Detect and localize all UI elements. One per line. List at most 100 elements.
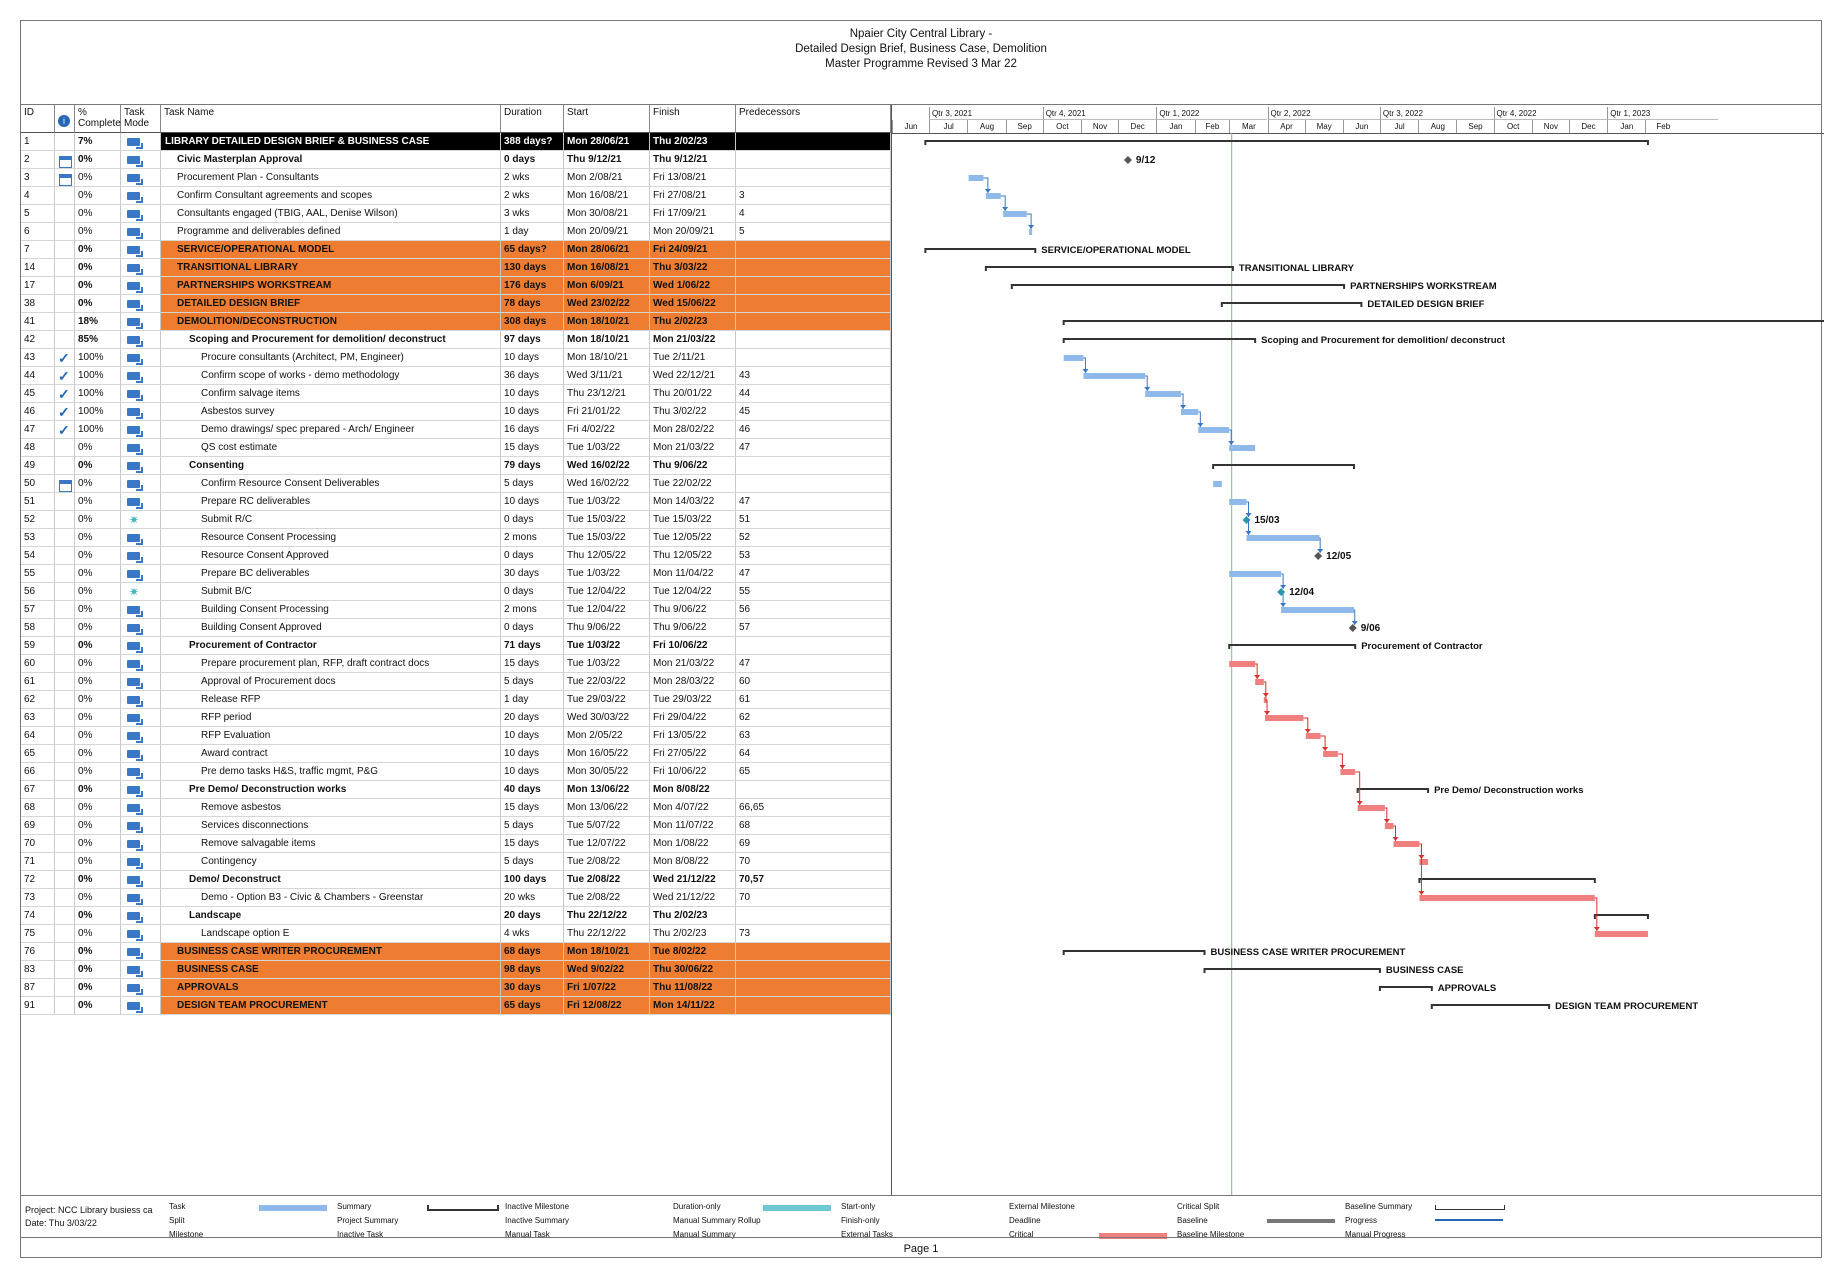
task-info[interactable] — [55, 799, 75, 817]
task-id[interactable]: 5 — [21, 205, 55, 223]
task-finish[interactable]: Wed 21/12/22 — [650, 889, 736, 907]
task-name[interactable]: SERVICE/OPERATIONAL MODEL — [161, 241, 501, 259]
col-header-mode[interactable]: Task Mode — [121, 105, 161, 133]
task-start[interactable]: Mon 20/09/21 — [564, 223, 650, 241]
task-row[interactable]: 83 0% BUSINESS CASE 98 days Wed 9/02/22 Thu 3… — [21, 961, 891, 979]
task-finish[interactable]: Mon 28/02/22 — [650, 421, 736, 439]
task-row[interactable]: 62 0% Release RFP 1 day Tue 29/03/22 Tue 29/0… — [21, 691, 891, 709]
task-mode[interactable] — [121, 925, 161, 943]
task-name[interactable]: Resource Consent Processing — [161, 529, 501, 547]
task-duration[interactable]: 388 days? — [501, 133, 564, 151]
task-predecessors[interactable]: 4 — [736, 205, 891, 223]
task-finish[interactable]: Thu 12/05/22 — [650, 547, 736, 565]
task-info[interactable] — [55, 871, 75, 889]
task-row[interactable]: 49 0% Consenting 79 days Wed 16/02/22 Thu 9/0… — [21, 457, 891, 475]
task-info[interactable] — [55, 655, 75, 673]
task-name[interactable]: Landscape option E — [161, 925, 501, 943]
task-info[interactable] — [55, 133, 75, 151]
task-info[interactable] — [55, 493, 75, 511]
task-start[interactable]: Mon 18/10/21 — [564, 331, 650, 349]
task-start[interactable]: Tue 1/03/22 — [564, 439, 650, 457]
task-predecessors[interactable] — [736, 637, 891, 655]
task-row[interactable]: 48 0% QS cost estimate 15 days Tue 1/03/22 Mo… — [21, 439, 891, 457]
task-name[interactable]: Confirm Resource Consent Deliverables — [161, 475, 501, 493]
task-info[interactable] — [55, 205, 75, 223]
task-info[interactable] — [55, 583, 75, 601]
task-name[interactable]: Submit B/C — [161, 583, 501, 601]
task-duration[interactable]: 3 wks — [501, 205, 564, 223]
task-row[interactable]: 75 0% Landscape option E 4 wks Thu 22/12/22 T… — [21, 925, 891, 943]
task-mode[interactable]: ✷ — [121, 583, 161, 601]
task-finish[interactable]: Fri 29/04/22 — [650, 709, 736, 727]
task-id[interactable]: 51 — [21, 493, 55, 511]
task-row[interactable]: 71 0% Contingency 5 days Tue 2/08/22 Mon 8/08… — [21, 853, 891, 871]
task-row[interactable]: 64 0% RFP Evaluation 10 days Mon 2/05/22 Fri … — [21, 727, 891, 745]
task-id[interactable]: 57 — [21, 601, 55, 619]
task-mode[interactable] — [121, 223, 161, 241]
task-name[interactable]: Consenting — [161, 457, 501, 475]
task-mode[interactable] — [121, 151, 161, 169]
task-start[interactable]: Mon 18/10/21 — [564, 349, 650, 367]
task-predecessors[interactable] — [736, 295, 891, 313]
task-predecessors[interactable]: 70,57 — [736, 871, 891, 889]
task-mode[interactable] — [121, 655, 161, 673]
task-mode[interactable] — [121, 691, 161, 709]
task-finish[interactable]: Fri 10/06/22 — [650, 763, 736, 781]
task-id[interactable]: 70 — [21, 835, 55, 853]
task-id[interactable]: 58 — [21, 619, 55, 637]
task-duration[interactable]: 10 days — [501, 727, 564, 745]
task-id[interactable]: 62 — [21, 691, 55, 709]
task-finish[interactable]: Thu 2/02/23 — [650, 925, 736, 943]
task-id[interactable]: 73 — [21, 889, 55, 907]
task-start[interactable]: Mon 2/08/21 — [564, 169, 650, 187]
task-row[interactable]: 3 0% Procurement Plan - Consultants 2 wks Mo… — [21, 169, 891, 187]
task-duration[interactable]: 4 wks — [501, 925, 564, 943]
task-id[interactable]: 3 — [21, 169, 55, 187]
task-predecessors[interactable] — [736, 943, 891, 961]
task-finish[interactable]: Fri 13/08/21 — [650, 169, 736, 187]
task-predecessors[interactable]: 73 — [736, 925, 891, 943]
task-start[interactable]: Mon 18/10/21 — [564, 943, 650, 961]
task-percent-complete[interactable]: 0% — [75, 295, 121, 313]
task-percent-complete[interactable]: 0% — [75, 799, 121, 817]
task-start[interactable]: Thu 22/12/22 — [564, 907, 650, 925]
task-percent-complete[interactable]: 0% — [75, 457, 121, 475]
task-finish[interactable]: Fri 10/06/22 — [650, 637, 736, 655]
task-predecessors[interactable]: 64 — [736, 745, 891, 763]
task-finish[interactable]: Mon 8/08/22 — [650, 781, 736, 799]
task-start[interactable]: Thu 9/06/22 — [564, 619, 650, 637]
task-finish[interactable]: Mon 21/03/22 — [650, 655, 736, 673]
task-id[interactable]: 75 — [21, 925, 55, 943]
task-percent-complete[interactable]: 18% — [75, 313, 121, 331]
task-predecessors[interactable]: 63 — [736, 727, 891, 745]
task-row[interactable]: 61 0% Approval of Procurement docs 5 days Tu… — [21, 673, 891, 691]
task-mode[interactable] — [121, 331, 161, 349]
task-start[interactable]: Mon 6/09/21 — [564, 277, 650, 295]
task-start[interactable]: Tue 15/03/22 — [564, 511, 650, 529]
task-start[interactable]: Tue 29/03/22 — [564, 691, 650, 709]
task-start[interactable]: Tue 5/07/22 — [564, 817, 650, 835]
task-predecessors[interactable]: 53 — [736, 547, 891, 565]
task-row[interactable]: 41 18% DEMOLITION/DECONSTRUCTION 308 days Mo… — [21, 313, 891, 331]
task-duration[interactable]: 5 days — [501, 853, 564, 871]
task-info[interactable] — [55, 943, 75, 961]
task-finish[interactable]: Mon 11/04/22 — [650, 565, 736, 583]
task-percent-complete[interactable]: 100% — [75, 349, 121, 367]
task-mode[interactable] — [121, 295, 161, 313]
task-info[interactable] — [55, 151, 75, 169]
task-finish[interactable]: Fri 27/08/21 — [650, 187, 736, 205]
task-row[interactable]: 46 ✓ 100% Asbestos survey 10 days Fri 21/01/2… — [21, 403, 891, 421]
task-row[interactable]: 69 0% Services disconnections 5 days Tue 5/0… — [21, 817, 891, 835]
task-row[interactable]: 59 0% Procurement of Contractor 71 days Tue … — [21, 637, 891, 655]
task-info[interactable] — [55, 331, 75, 349]
task-predecessors[interactable]: 69 — [736, 835, 891, 853]
task-mode[interactable] — [121, 709, 161, 727]
task-info[interactable] — [55, 889, 75, 907]
task-predecessors[interactable]: 70 — [736, 889, 891, 907]
task-info[interactable] — [55, 709, 75, 727]
task-duration[interactable]: 2 wks — [501, 187, 564, 205]
task-duration[interactable]: 15 days — [501, 799, 564, 817]
task-row[interactable]: 14 0% TRANSITIONAL LIBRARY 130 days Mon 16/0… — [21, 259, 891, 277]
task-mode[interactable] — [121, 385, 161, 403]
task-id[interactable]: 63 — [21, 709, 55, 727]
